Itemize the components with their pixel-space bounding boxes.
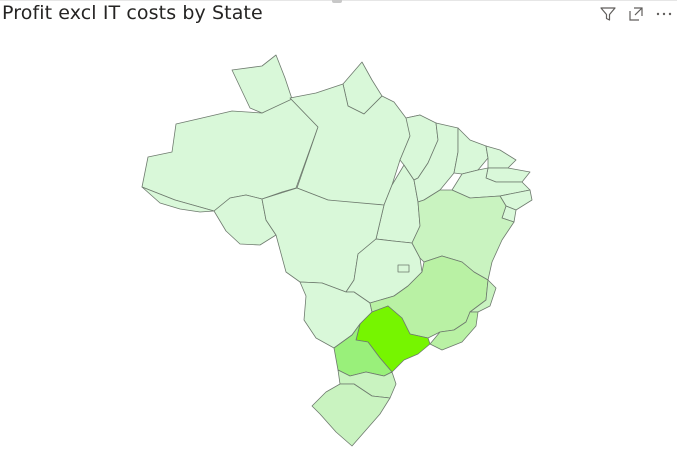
state-PB[interactable]	[485, 167, 531, 183]
focus-mode-icon[interactable]	[627, 5, 645, 23]
visual-header-icons	[599, 5, 673, 23]
state-DF[interactable]	[397, 264, 410, 273]
state-AC[interactable]	[141, 186, 215, 213]
visual-title: Profit excl IT costs by State	[2, 2, 263, 24]
state-RJ[interactable]	[429, 311, 479, 351]
state-RS[interactable]	[311, 383, 391, 447]
state-RR[interactable]	[231, 54, 293, 114]
filter-icon[interactable]	[599, 5, 617, 23]
resize-grip[interactable]	[332, 0, 342, 3]
more-options-icon[interactable]	[655, 5, 673, 23]
state-RN[interactable]	[485, 145, 517, 169]
state-CE[interactable]	[453, 127, 489, 175]
